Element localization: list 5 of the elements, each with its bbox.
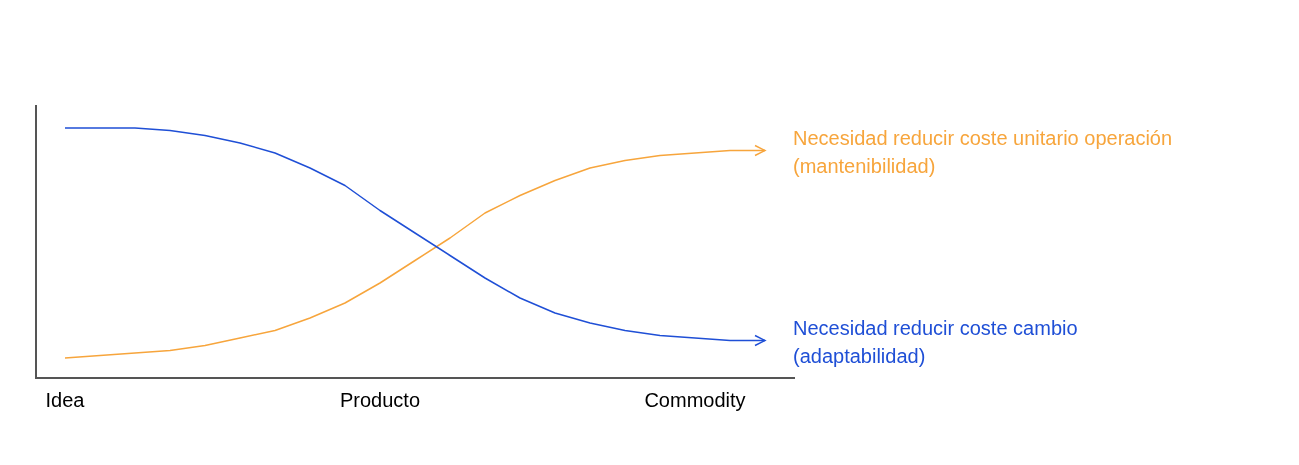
series-label: Necesidad reducir coste cambio (adaptabilidad) [793,316,1078,367]
series-label: Necesidad reducir coste unitario operación (mantenibilidad) [793,126,1173,177]
x-tick-label: Producto [339,389,421,411]
x-tick-label: Commodity [644,389,746,411]
x-tick-label: Idea [45,389,86,411]
